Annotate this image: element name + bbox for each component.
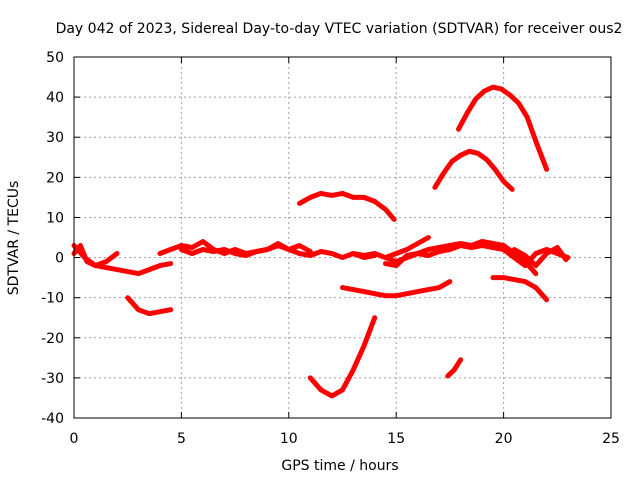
x-tick-label: 15 <box>387 431 405 447</box>
series-track-b <box>71 243 120 269</box>
x-tick-label: 10 <box>280 431 298 447</box>
series-track-f <box>297 190 397 222</box>
series-layer <box>71 84 571 399</box>
x-axis-label: GPS time / hours <box>281 458 398 474</box>
series-track-m <box>445 357 464 379</box>
y-tick-label: -20 <box>41 331 64 347</box>
y-tick-label: 40 <box>46 90 64 106</box>
series-track-n <box>456 84 550 172</box>
x-tick-label: 20 <box>495 431 513 447</box>
x-tick-label: 25 <box>602 431 620 447</box>
y-tick-label: -30 <box>41 371 64 387</box>
y-tick-label: 0 <box>55 251 64 267</box>
y-tick-label: 30 <box>46 130 64 146</box>
y-tick-label: -40 <box>41 411 64 427</box>
x-tick-label: 0 <box>70 431 79 447</box>
y-tick-label: 10 <box>46 210 64 226</box>
series-track-h <box>340 279 453 299</box>
series-track-p <box>511 245 569 269</box>
series-track-g <box>307 315 378 399</box>
series-track-j <box>383 239 539 277</box>
series-track-c <box>125 295 174 317</box>
y-axis-label: SDTVAR / TECUs <box>6 181 22 296</box>
y-tick-label: 20 <box>46 170 64 186</box>
y-tick-label: -10 <box>41 291 64 307</box>
series-track-e <box>178 243 378 261</box>
x-tick-label: 5 <box>177 431 186 447</box>
plot-frame <box>73 56 612 419</box>
series-track-o <box>490 275 550 303</box>
tick-layer: 0 5 10 15 20 25 -40 -30 -20 -10 0 10 20 30 40 50 <box>41 50 620 447</box>
chart-title: Day 042 of 2023, Sidereal Day-to-day VTE… <box>56 21 623 37</box>
grid-layer <box>74 57 611 418</box>
y-tick-label: 50 <box>46 50 64 66</box>
series-track-l <box>432 148 515 192</box>
series-track-k <box>383 235 431 261</box>
